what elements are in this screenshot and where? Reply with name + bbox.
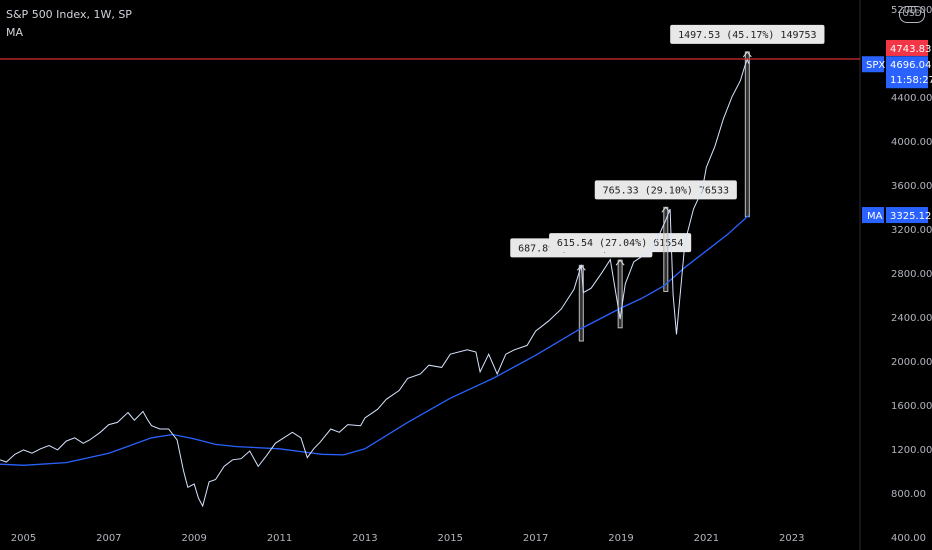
- y-tick-label: 3600.00: [891, 181, 932, 192]
- y-tick-label: 800.00: [891, 489, 926, 500]
- x-tick-label: 2021: [694, 533, 719, 544]
- measure-label: 765.33 (29.10%) 76533: [603, 185, 729, 196]
- x-tick-label: 2011: [267, 533, 292, 544]
- chart-title: S&P 500 Index, 1W, SP: [6, 8, 132, 21]
- time-axis[interactable]: 2005 2007 2009 2011 2013 2015 2017 2019 2021 2023: [11, 533, 805, 544]
- x-tick-label: 2017: [523, 533, 548, 544]
- ma-value-tag: [886, 207, 928, 224]
- y-tick-label: 2000.00: [891, 357, 932, 368]
- last-price-label: 4696.04: [890, 60, 931, 71]
- y-tick-label: 4400.00: [891, 93, 932, 104]
- measure-arrow: [615, 259, 625, 266]
- y-tick-label: 5200.00: [891, 5, 932, 16]
- symbol-tag: [862, 56, 884, 73]
- measure-label: 615.54 (27.04%) 61554: [557, 238, 683, 249]
- x-tick-label: 2005: [11, 533, 36, 544]
- y-tick-label: 4000.00: [891, 137, 932, 148]
- currency-button[interactable]: USD: [899, 6, 925, 23]
- symbol-label: SPX: [866, 60, 885, 71]
- x-tick-label: 2015: [438, 533, 463, 544]
- y-tick-label: 3200.00: [891, 225, 932, 236]
- price-line: [0, 58, 750, 508]
- x-tick-label: 2013: [352, 533, 377, 544]
- last-price-tag: [886, 56, 928, 89]
- x-tick-label: 2009: [181, 533, 206, 544]
- y-tick-label: 1200.00: [891, 445, 932, 456]
- price-tags: 4743.83 SPX 4696.04 11:58:27 MA 3325.12: [862, 39, 932, 224]
- x-tick-label: 2023: [779, 533, 804, 544]
- measure-label-box: [549, 233, 692, 253]
- y-tick-label: 1600.00: [891, 401, 932, 412]
- y-tick-label: 2400.00: [891, 313, 932, 324]
- high-price-label: 4743.83: [890, 44, 931, 55]
- moving-average-line: [0, 214, 750, 466]
- measure-arrow: [742, 51, 752, 58]
- measure-arrow: [661, 206, 671, 213]
- x-tick-label: 2019: [608, 533, 633, 544]
- measure-label-box: [670, 24, 825, 44]
- price-axis[interactable]: 400.00 800.00 1200.00 1600.00 2000.00 2400.00…: [891, 5, 932, 544]
- ma-symbol-tag: [862, 207, 884, 224]
- measure-range: [744, 51, 750, 218]
- measure-label-box: [594, 180, 737, 200]
- indicator-label[interactable]: MA: [6, 26, 24, 39]
- x-tick-label: 2007: [96, 533, 121, 544]
- ma-value-label: 3325.12: [890, 211, 931, 222]
- ma-symbol-label: MA: [867, 211, 883, 222]
- y-tick-label: 400.00: [891, 533, 926, 544]
- measure-annotations: 687.89 (31.60%) 68789615.54 (27.04%) 615…: [510, 24, 825, 342]
- y-tick-label: 2800.00: [891, 269, 932, 280]
- bar-countdown: 11:58:27: [890, 75, 932, 86]
- measure-label: 1497.53 (45.17%) 149753: [678, 30, 816, 41]
- high-price-tag: [886, 39, 928, 56]
